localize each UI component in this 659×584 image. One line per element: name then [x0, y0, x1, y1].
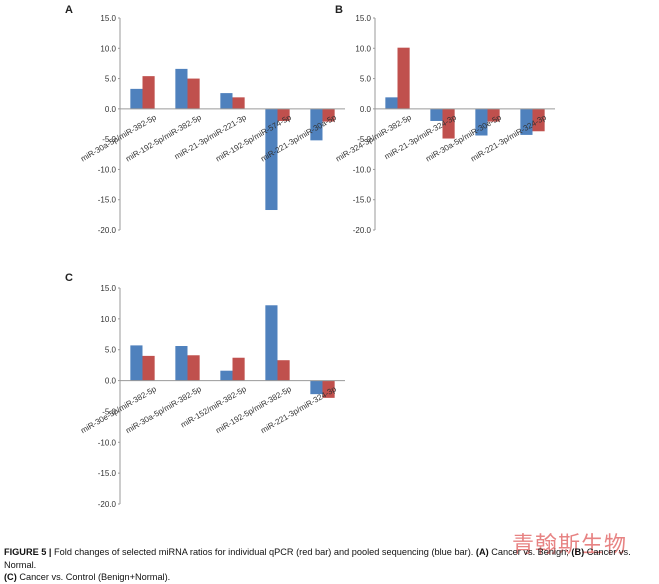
category-label: miR-30a-5p/miR-382-5p: [79, 113, 158, 164]
y-tick-label: -5.0: [102, 407, 116, 416]
bar-blue: [475, 108, 488, 136]
bar-red: [277, 108, 290, 121]
bar-blue: [310, 108, 323, 141]
y-tick-label: -20.0: [98, 500, 117, 509]
y-tick-label: -10.0: [98, 438, 117, 447]
y-tick-label: -15.0: [353, 196, 372, 205]
y-tick-label: -5.0: [102, 135, 116, 144]
y-tick-label: 10.0: [100, 315, 116, 324]
caption-a-text: Cancer vs. Benign;: [488, 547, 572, 557]
caption-a-label: (A): [475, 547, 489, 557]
bar-red: [232, 97, 245, 109]
y-tick-label: 0.0: [105, 377, 117, 386]
y-tick-label: 15.0: [100, 284, 116, 293]
category-label: miR-192-5p/miR-574-5p: [214, 113, 293, 164]
caption-c-label: (C): [4, 572, 17, 582]
bar-red: [277, 360, 290, 381]
bar-red: [232, 357, 245, 381]
chart-panel-b: 15.0 10.0 5.0 0.0 -5.0 -10.0 -15.0 -20.0 miR-324…: [334, 14, 555, 235]
bar-blue: [430, 108, 443, 121]
bar-red: [187, 355, 200, 381]
bar-blue: [130, 88, 143, 109]
category-label: miR-221-3p/miR-324-3p: [259, 384, 338, 435]
y-tick-label: 10.0: [100, 44, 116, 53]
bar-red: [187, 78, 200, 109]
y-tick-label: 10.0: [355, 44, 371, 53]
bar-red: [442, 108, 455, 139]
y-tick-label: 5.0: [105, 75, 117, 84]
y-tick-label: -10.0: [353, 165, 372, 174]
bar-blue: [220, 370, 233, 381]
bar-blue: [220, 93, 233, 109]
y-tick-label: 0.0: [105, 105, 117, 114]
chart-panel-a: 15.0 10.0 5.0 0.0 -5.0 -10.0 -15.0 -20.0 miR-30a…: [79, 14, 345, 235]
watermark: 青翰斯生物: [512, 533, 628, 558]
caption-text-1: Fold changes of selected miRNA ratios fo…: [51, 547, 476, 557]
bar-red: [532, 108, 545, 132]
bar-blue: [265, 305, 278, 381]
y-tick-label: -15.0: [98, 469, 117, 478]
bar-red: [397, 47, 410, 109]
y-tick-label: 15.0: [100, 14, 116, 23]
y-tick-label: -20.0: [353, 226, 372, 235]
y-tick-label: 5.0: [360, 75, 372, 84]
bar-red: [142, 76, 155, 109]
bar-red: [487, 108, 500, 122]
bar-blue: [520, 108, 533, 135]
category-label: miR-192-5p/miR-382-5p: [124, 113, 203, 164]
category-label: miR-30e-5p/miR-382-5p: [79, 384, 158, 435]
y-tick-label: -15.0: [98, 196, 117, 205]
caption-label: FIGURE 5 |: [4, 547, 52, 557]
caption-b-label: (B): [571, 547, 585, 557]
bar-red: [322, 380, 335, 398]
panel-label-b: B: [335, 4, 343, 16]
y-tick-label: 5.0: [105, 346, 117, 355]
bar-blue: [175, 68, 188, 109]
category-label: miR-30a-5p/miR-382-5p: [124, 384, 203, 435]
y-tick-label: -5.0: [357, 135, 371, 144]
bar-blue: [310, 380, 323, 395]
category-label: miR-324-3p/miR-382-5p: [334, 113, 413, 164]
caption-b-text: Cancer vs. Normal.: [4, 547, 631, 570]
bar-red: [322, 108, 335, 122]
bar-blue: [175, 346, 188, 381]
caption-c-text: Cancer vs. Control (Benign+Normal).: [16, 572, 171, 582]
bar-blue: [265, 108, 278, 211]
category-label: miR-192-5p/miR-382-5p: [214, 384, 293, 435]
bar-red: [142, 355, 155, 381]
panel-label-c: C: [65, 272, 73, 284]
figure-caption: FIGURE 5 | Fold changes of selected miRN…: [4, 546, 656, 584]
chart-panel-c: 15.0 10.0 5.0 0.0 -5.0 -10.0 -15.0 -20.0 miR-30e…: [79, 284, 345, 509]
y-tick-label: 0.0: [360, 105, 372, 114]
bar-blue: [130, 345, 143, 381]
bar-blue: [385, 97, 398, 109]
y-tick-label: 15.0: [355, 14, 371, 23]
panel-label-a: A: [65, 4, 73, 16]
y-tick-label: -20.0: [98, 226, 117, 235]
y-tick-label: -10.0: [98, 165, 117, 174]
